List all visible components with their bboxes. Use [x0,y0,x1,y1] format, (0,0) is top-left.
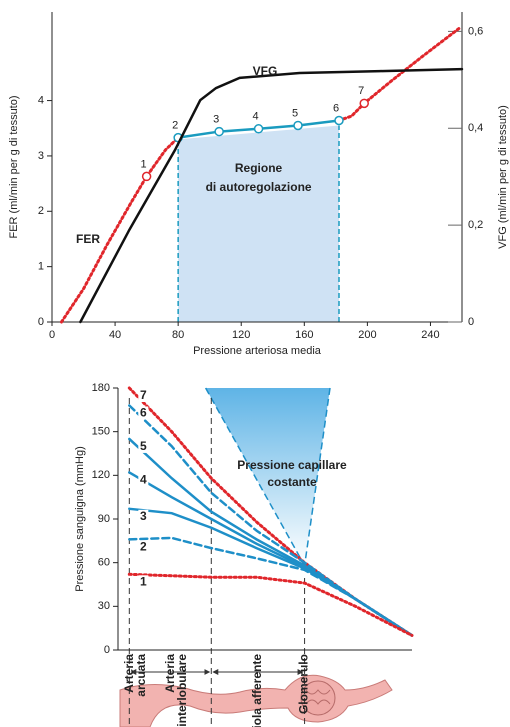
region-label: di autoregolazione [206,180,312,194]
series-label: 2 [140,540,147,554]
y2-axis-label: VFG (ml/min per g di tessuto) [497,105,509,249]
x-tick-label: 160 [295,329,313,341]
series-label-bg [138,509,149,523]
series-line [128,536,414,637]
triangle-label: costante [267,475,317,489]
y-tick-label: 3 [38,150,44,162]
point-marker [293,120,303,131]
point-label: 4 [253,111,259,123]
series-line [127,572,414,637]
series-label: FER [76,232,100,246]
series-label-bg [138,575,149,589]
x-tick-label: 40 [109,329,121,341]
y-axis-label: Pressione sanguigna (mmHg) [74,446,86,592]
triangle-edge [303,387,331,566]
autoregulation-region [178,125,339,322]
point-label: 5 [292,107,298,119]
series-label-bg [138,473,149,487]
triangle-edge [204,387,306,566]
series-label: 3 [140,509,147,523]
x-tick-label: 200 [358,329,376,341]
y-tick-label: 60 [98,557,110,569]
series-label-bg [138,389,149,402]
section-label: Arteria [163,654,177,693]
series-label-bg [138,406,149,420]
series-label: 6 [140,406,147,420]
series-label-bg [138,540,149,554]
point-label: 3 [213,113,219,125]
series-line [128,507,414,637]
x-tick-label: 120 [232,329,250,341]
y-tick-label: 0 [38,316,44,328]
point-marker [334,115,344,126]
y-tick-label: 120 [92,469,110,481]
y-tick-label: 90 [98,513,110,525]
y2-tick-label: 0 [468,316,474,328]
series-line [79,67,464,324]
triangle-label: Pressione capillare [237,458,347,472]
y-tick-label: 4 [38,94,44,106]
section-label: Arteriola afferente [250,654,264,727]
capillary-triangle [205,388,331,566]
y-tick-label: 2 [38,205,44,217]
series-line [337,27,461,122]
section-label: interlobulare [175,654,189,727]
x-tick-label: 240 [421,329,439,341]
series-label: 1 [140,574,147,588]
series-line [59,136,180,324]
x-tick-label: 80 [172,329,184,341]
point-marker [253,124,264,134]
y2-tick-label: 0,6 [468,25,483,37]
section-label: arcuata [134,654,148,697]
y-tick-label: 150 [92,426,110,438]
region-label: Regione [235,161,283,175]
series-label: VFG [253,64,278,78]
point-label: 6 [333,102,339,114]
point-label: 2 [172,120,178,132]
point-label: 1 [141,158,147,170]
series-label: 5 [140,439,147,453]
y-axis-label: FER (ml/min per g di tessuto) [8,95,20,238]
point-marker [359,98,369,109]
vessel-illustration [119,674,393,727]
point-label: 7 [358,85,364,97]
y-tick-label: 180 [92,382,110,394]
y-tick-label: 0 [104,644,110,656]
y-tick-label: 30 [98,600,110,612]
point-marker [141,171,152,182]
y2-tick-label: 0,4 [468,122,483,134]
point-marker [214,126,224,137]
series-label-bg [138,439,149,453]
section-label: Glomerulo [297,654,311,714]
x-axis-label: Pressione arteriosa media [193,345,322,357]
section-label: Arteria [122,654,136,693]
x-tick-label: 0 [49,329,55,341]
y-tick-label: 1 [38,261,44,273]
series-label: 4 [140,473,147,487]
series-label: 7 [140,388,147,402]
y2-tick-label: 0,2 [468,219,483,231]
